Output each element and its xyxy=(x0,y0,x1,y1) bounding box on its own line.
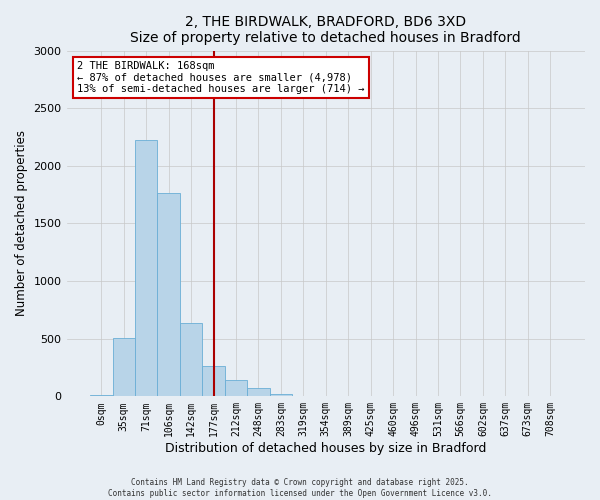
Bar xyxy=(135,140,157,396)
Bar xyxy=(90,394,113,396)
Bar xyxy=(269,394,292,396)
Title: 2, THE BIRDWALK, BRADFORD, BD6 3XD
Size of property relative to detached houses : 2, THE BIRDWALK, BRADFORD, BD6 3XD Size … xyxy=(130,15,521,45)
Bar xyxy=(225,380,247,396)
Bar xyxy=(180,323,202,396)
X-axis label: Distribution of detached houses by size in Bradford: Distribution of detached houses by size … xyxy=(165,442,487,455)
Bar xyxy=(113,338,135,396)
Text: 2 THE BIRDWALK: 168sqm
← 87% of detached houses are smaller (4,978)
13% of semi-: 2 THE BIRDWALK: 168sqm ← 87% of detached… xyxy=(77,61,364,94)
Y-axis label: Number of detached properties: Number of detached properties xyxy=(15,130,28,316)
Bar xyxy=(247,388,269,396)
Text: Contains HM Land Registry data © Crown copyright and database right 2025.
Contai: Contains HM Land Registry data © Crown c… xyxy=(108,478,492,498)
Bar xyxy=(157,194,180,396)
Bar xyxy=(202,366,225,396)
